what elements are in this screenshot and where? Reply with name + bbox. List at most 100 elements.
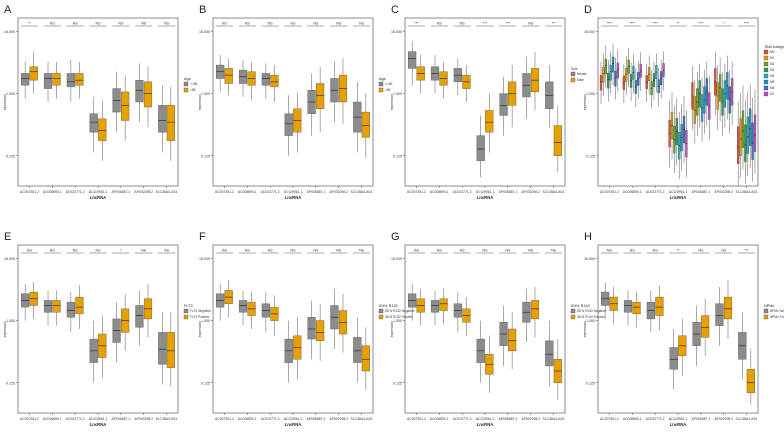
box bbox=[430, 54, 440, 94]
box bbox=[714, 51, 717, 116]
legend-entry: M5 bbox=[770, 80, 775, 84]
y-tick-label: 16.000 bbox=[391, 30, 402, 34]
box-body bbox=[623, 300, 633, 313]
legend-title: Sex bbox=[571, 67, 578, 71]
x-tick-label: AC119961.1 bbox=[669, 190, 688, 194]
box-body bbox=[607, 72, 610, 89]
panel-label-F: F bbox=[199, 231, 206, 243]
box bbox=[716, 65, 719, 130]
legend-title: Age bbox=[184, 77, 191, 81]
box-body bbox=[655, 296, 664, 316]
box-body bbox=[604, 58, 607, 75]
y-tick-label: 0.125 bbox=[393, 154, 402, 158]
y-tick-label: 1.000 bbox=[6, 92, 15, 96]
significance-label: **** bbox=[652, 22, 658, 26]
x-tick-label: SLC38A3-AS1 bbox=[351, 417, 373, 421]
x-tick-label: AC007351.2 bbox=[20, 417, 39, 421]
box bbox=[614, 57, 617, 100]
legend-swatch bbox=[763, 67, 769, 73]
significance-label: NS bbox=[359, 249, 365, 253]
box bbox=[622, 64, 626, 104]
significance-label: NS bbox=[414, 249, 420, 253]
box bbox=[680, 104, 683, 172]
box bbox=[462, 297, 471, 336]
box-body bbox=[270, 74, 279, 88]
significance-label: NS bbox=[630, 249, 636, 253]
box bbox=[284, 95, 293, 156]
x-tick-label: AP006587.1 bbox=[499, 190, 518, 194]
box bbox=[737, 101, 740, 186]
box bbox=[316, 66, 325, 133]
box bbox=[508, 65, 517, 128]
x-tick-label: AP006587.1 bbox=[112, 190, 131, 194]
box bbox=[52, 290, 61, 326]
box-body bbox=[741, 110, 745, 148]
x-tick-label: SLC38A3-AS1 bbox=[736, 190, 758, 194]
legend-entry: >65 bbox=[190, 88, 196, 92]
significance-label: NS bbox=[653, 249, 659, 253]
y-tick-label: 1.000 bbox=[201, 319, 210, 323]
y-tick-label: 1.000 bbox=[586, 92, 595, 96]
box-body bbox=[609, 64, 612, 81]
y-tick-label: 1.000 bbox=[393, 319, 402, 323]
box bbox=[726, 55, 729, 120]
box-body bbox=[430, 300, 440, 313]
box-body bbox=[553, 125, 562, 156]
panel-label-H: H bbox=[584, 231, 592, 243]
significance-label: NS bbox=[460, 22, 466, 26]
x-tick-label: SLC38A3-AS1 bbox=[543, 190, 565, 194]
box bbox=[609, 51, 612, 94]
x-tick-label: AC007351.2 bbox=[600, 190, 619, 194]
significance-label: * bbox=[120, 249, 122, 253]
box-body bbox=[135, 305, 144, 328]
box-body bbox=[602, 66, 605, 83]
box bbox=[121, 75, 130, 141]
box bbox=[89, 96, 98, 153]
legend-swatch bbox=[763, 61, 769, 67]
legend-entry: >60 bbox=[385, 88, 391, 92]
significance-label: *** bbox=[551, 22, 556, 26]
box-body bbox=[75, 73, 84, 86]
box bbox=[112, 302, 121, 363]
y-tick-label: 16.000 bbox=[584, 30, 595, 34]
x-axis-label: LncRNA bbox=[90, 195, 107, 200]
box bbox=[166, 86, 175, 161]
legend-entry: <=60 bbox=[385, 82, 392, 86]
box-body bbox=[307, 317, 316, 340]
box bbox=[744, 99, 747, 184]
x-tick-label: AC023771.2 bbox=[646, 417, 665, 421]
significance-label: NS bbox=[141, 22, 147, 26]
box bbox=[361, 93, 370, 158]
x-tick-label: AC006890.1 bbox=[430, 190, 449, 194]
box-body bbox=[599, 74, 603, 91]
legend-swatch bbox=[763, 49, 769, 55]
significance-label: ** bbox=[677, 249, 680, 253]
panel-E: E 16.000 1.000 0.125 expression AC007351.2 NS A… bbox=[3, 231, 211, 427]
box bbox=[238, 290, 248, 326]
x-tick-label: AP002298.2 bbox=[714, 190, 733, 194]
plot-frame bbox=[212, 244, 374, 414]
legend-swatch bbox=[570, 71, 576, 77]
box bbox=[408, 41, 417, 86]
box bbox=[553, 105, 562, 173]
panel-G: G 16.000 1.000 0.125 expression AC007351.2 NS A… bbox=[390, 231, 606, 427]
significance-label: NS bbox=[721, 249, 727, 253]
x-tick-label: AC007351.2 bbox=[407, 417, 426, 421]
box bbox=[655, 285, 664, 331]
box bbox=[693, 79, 697, 144]
significance-label: NS bbox=[698, 249, 704, 253]
significance-label: NS bbox=[336, 249, 342, 253]
y-axis-label: expression bbox=[390, 94, 394, 111]
x-tick-label: AP002298.2 bbox=[134, 417, 153, 421]
legend-swatch bbox=[183, 87, 189, 93]
box bbox=[21, 283, 30, 321]
x-tick-label: AC119961.1 bbox=[89, 190, 108, 194]
box bbox=[625, 56, 628, 95]
box bbox=[89, 320, 98, 383]
box bbox=[158, 312, 167, 385]
legend-swatch bbox=[570, 314, 576, 320]
box bbox=[476, 115, 485, 178]
box bbox=[632, 54, 635, 93]
x-tick-label: AP002298.2 bbox=[329, 190, 348, 194]
box bbox=[668, 99, 671, 168]
